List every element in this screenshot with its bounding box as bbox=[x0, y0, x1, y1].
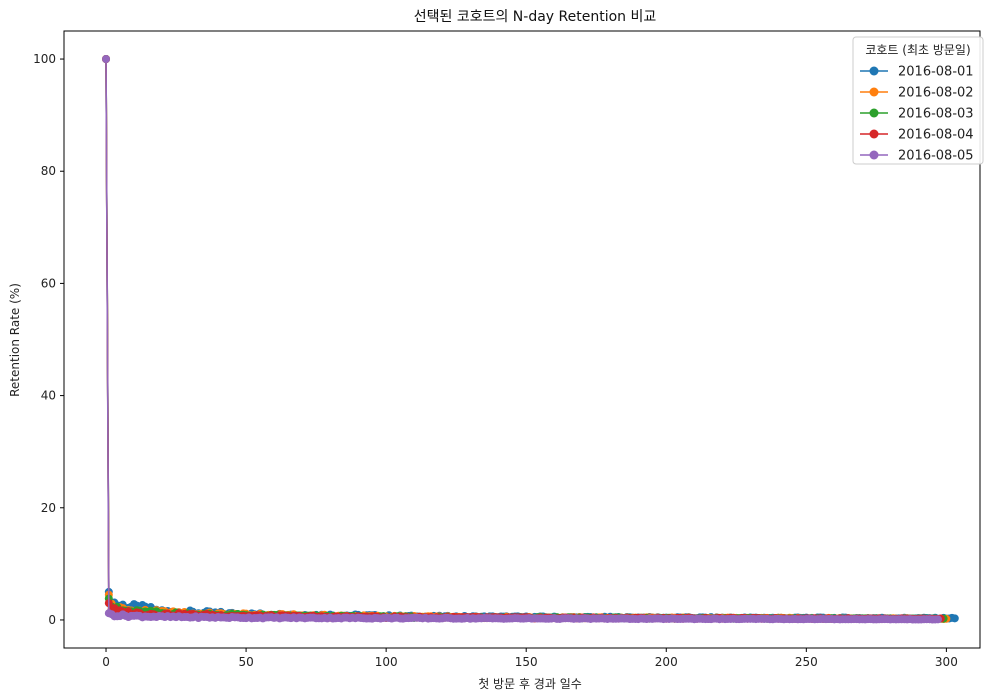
data-point bbox=[933, 615, 942, 624]
series-2016-08-01 bbox=[102, 55, 959, 623]
x-axis-ticks: 0 50 100 150 200 250 300 bbox=[102, 648, 958, 669]
series-line bbox=[105, 59, 941, 620]
legend: 코호트 (최초 방문일) 2016-08-012016-08-022016-08… bbox=[852, 36, 984, 165]
legend-swatch-marker bbox=[869, 66, 879, 76]
chart-title: 선택된 코호트의 N-day Retention 비교 bbox=[414, 9, 657, 25]
x-axis-label: 첫 방문 후 경과 일수 bbox=[478, 677, 582, 691]
series-2016-08-03 bbox=[102, 55, 948, 624]
series-line bbox=[105, 59, 955, 620]
legend-entry-label: 2016-08-02 bbox=[898, 86, 974, 101]
x-tick-label: 300 bbox=[935, 655, 958, 669]
x-tick-label: 100 bbox=[375, 655, 398, 669]
legend-swatch-marker bbox=[869, 108, 879, 118]
y-tick-label: 0 bbox=[48, 613, 56, 627]
x-tick-label: 50 bbox=[238, 655, 253, 669]
legend-title: 코호트 (최초 방문일) bbox=[865, 43, 970, 57]
legend-box bbox=[852, 36, 984, 165]
legend-entry-label: 2016-08-04 bbox=[898, 128, 974, 143]
series-layer bbox=[102, 55, 959, 624]
x-tick-label: 0 bbox=[102, 655, 110, 669]
y-tick-label: 80 bbox=[41, 164, 56, 178]
y-tick-label: 20 bbox=[41, 501, 56, 515]
x-tick-label: 150 bbox=[515, 655, 538, 669]
series-line bbox=[105, 59, 939, 621]
legend-entry-label: 2016-08-05 bbox=[898, 149, 974, 164]
legend-entries: 2016-08-01 2016-08-02 2016-08-03 2016-08-04… bbox=[860, 65, 974, 164]
data-point bbox=[950, 614, 959, 623]
y-tick-label: 100 bbox=[33, 52, 56, 66]
legend-entry-label: 2016-08-03 bbox=[898, 107, 974, 122]
series-2016-08-05 bbox=[102, 55, 942, 624]
x-tick-label: 200 bbox=[655, 655, 678, 669]
legend-swatch-marker bbox=[869, 150, 879, 160]
series-line bbox=[105, 59, 947, 620]
series-line bbox=[105, 59, 944, 620]
data-point bbox=[102, 55, 111, 64]
series-2016-08-02 bbox=[102, 55, 951, 624]
y-tick-label: 40 bbox=[41, 389, 56, 403]
y-axis-ticks: 0 20 40 60 80 100 bbox=[33, 52, 64, 627]
legend-entry-label: 2016-08-01 bbox=[898, 65, 974, 80]
plot-frame bbox=[63, 30, 981, 649]
legend-swatch-marker bbox=[869, 129, 879, 139]
y-tick-label: 60 bbox=[41, 276, 56, 290]
legend-swatch-marker bbox=[869, 87, 879, 97]
y-axis-label: Retention Rate (%) bbox=[8, 283, 22, 397]
x-tick-label: 250 bbox=[795, 655, 818, 669]
series-2016-08-04 bbox=[102, 55, 945, 624]
